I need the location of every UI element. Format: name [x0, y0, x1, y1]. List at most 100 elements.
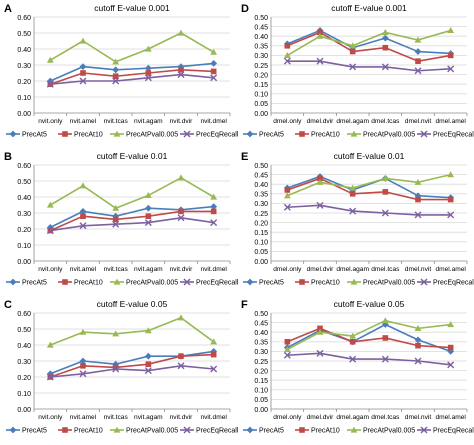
triangle-icon: [350, 426, 358, 433]
y-tick-label: 0.30: [254, 349, 268, 356]
data-point: [284, 339, 291, 345]
legend-label: PrecAt10: [74, 280, 103, 287]
legend-label: PrecAtPval0.005: [363, 428, 415, 435]
series-precat5: [46, 348, 218, 378]
legend-item: PrecAt10: [58, 427, 103, 435]
data-point: [349, 184, 357, 191]
data-point: [210, 351, 217, 358]
data-point: [349, 48, 356, 55]
diamond-icon: [246, 278, 254, 286]
y-tick-label: 0.05: [254, 101, 268, 108]
diamond-icon: [246, 130, 254, 138]
series-line: [50, 364, 214, 378]
series-line: [286, 319, 451, 351]
data-point: [177, 214, 185, 222]
x-tick-label: dmel.only: [273, 414, 302, 421]
square-icon: [299, 131, 305, 137]
diamond-icon: [9, 130, 17, 138]
series-line: [50, 210, 214, 232]
legend-item: PrecEqRecall: [417, 278, 474, 287]
legend: PrecAt5 PrecAt10 PrecAtPval0.005 PrecEqReca…: [6, 426, 239, 435]
data-point: [447, 52, 454, 59]
x-tick-label: dmel.agam: [336, 414, 369, 421]
y-tick-label: 0.50: [254, 311, 268, 318]
x-icon: [420, 130, 428, 138]
legend-label: PrecAt5: [259, 132, 284, 139]
data-point: [112, 66, 120, 74]
y-tick-label: 0.25: [254, 211, 268, 218]
y-tick-label: 0.05: [254, 397, 268, 404]
diamond-icon: [9, 278, 17, 286]
data-point: [79, 328, 87, 335]
data-point: [79, 222, 87, 230]
data-point: [144, 192, 152, 198]
legend-label: PrecAt5: [22, 280, 47, 287]
series-line: [50, 69, 214, 85]
data-point: [414, 36, 422, 43]
data-point: [382, 335, 389, 341]
square-icon: [299, 427, 305, 433]
data-point: [316, 32, 324, 39]
y-tick-label: 0.00: [254, 259, 268, 266]
x-tick-label: dmel.tcas: [371, 266, 400, 273]
series-precat10: [284, 175, 454, 203]
data-point: [381, 63, 389, 71]
series-precatpval0-005: [283, 317, 455, 353]
legend-item: PrecEqRecall: [417, 426, 474, 435]
data-point: [316, 201, 324, 209]
legend-label: PrecEqRecall: [433, 428, 474, 435]
data-point: [210, 219, 218, 227]
y-tick-label: 0.20: [254, 220, 268, 227]
series-line: [286, 29, 451, 57]
data-point: [447, 321, 455, 328]
x-tick-label: nvit.agam: [134, 414, 163, 421]
series-line: [287, 177, 451, 201]
x-icon: [183, 278, 191, 286]
legend-item: PrecAt10: [295, 427, 340, 435]
data-point: [447, 344, 454, 351]
chart-title: cutoff E-value 0.01: [334, 151, 405, 161]
x-tick-label: nvit.agam: [134, 266, 163, 273]
data-point: [112, 216, 119, 223]
data-point: [415, 58, 421, 64]
data-point: [112, 220, 120, 228]
data-point: [349, 207, 357, 215]
data-point: [381, 28, 389, 35]
chart-title: cutoff E-value 0.001: [331, 3, 407, 13]
y-tick-label: 0.10: [254, 92, 268, 99]
panel-letter: E: [241, 151, 248, 163]
series-precat10: [284, 29, 454, 64]
legend-label: PrecEqRecall: [196, 132, 239, 139]
data-point: [210, 193, 218, 200]
legend-label: PrecEqRecall: [196, 428, 239, 435]
y-tick-label: 0.25: [254, 63, 268, 70]
data-point: [46, 80, 54, 88]
data-point: [177, 29, 185, 36]
data-point: [79, 63, 87, 70]
series-precatpval0-005: [46, 29, 218, 65]
y-tick-label: 0.20: [254, 72, 268, 79]
y-tick-label: 0.50: [254, 15, 268, 22]
legend-label: PrecAt5: [22, 132, 47, 139]
square-icon: [62, 131, 68, 137]
x-tick-label: nvit.dvir: [170, 118, 194, 125]
data-point: [46, 56, 54, 63]
y-tick-label: 0.35: [254, 192, 268, 199]
data-point: [210, 74, 218, 82]
data-point: [144, 64, 152, 72]
x-tick-label: nvit.dvir: [170, 266, 194, 273]
y-tick-label: 0.45: [254, 320, 268, 327]
data-point: [112, 330, 120, 337]
y-tick-label: 0.35: [254, 44, 268, 51]
x-tick-label: nvit.amel: [70, 266, 97, 273]
data-point: [145, 361, 152, 367]
legend-item: PrecAt5: [243, 278, 284, 287]
data-point: [283, 346, 291, 353]
legend-label: PrecAt5: [22, 428, 47, 435]
legend-item: PrecAt10: [295, 131, 340, 139]
data-point: [210, 60, 218, 67]
x-icon: [420, 278, 428, 286]
